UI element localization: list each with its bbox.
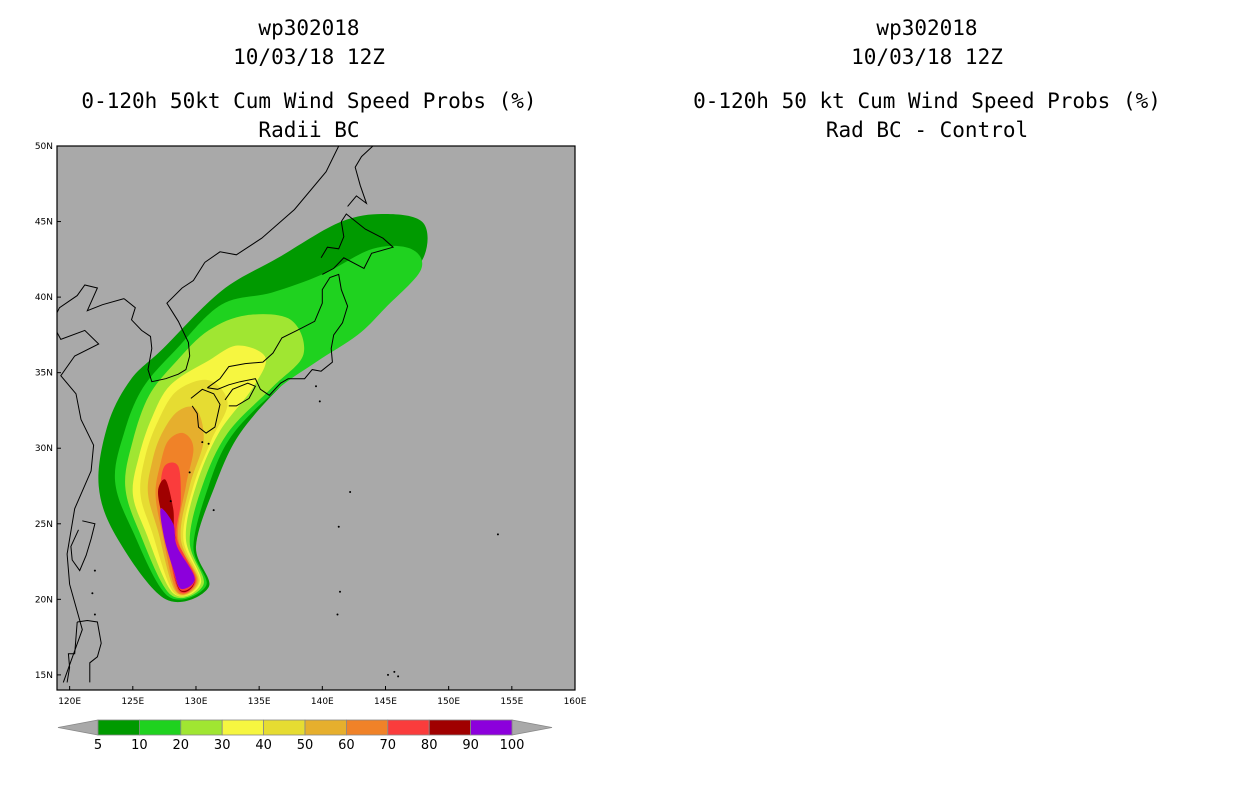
coastline-kyushu bbox=[190, 388, 221, 434]
island-dot bbox=[349, 491, 352, 494]
y-tick-label: 35N bbox=[35, 369, 53, 379]
y-tick-label: 30N bbox=[35, 444, 53, 454]
island-dot bbox=[93, 613, 96, 616]
colorbar-swatch bbox=[221, 719, 264, 736]
island-dot bbox=[93, 569, 96, 572]
coastline-luzon bbox=[77, 619, 102, 683]
colorbar-label: 100 bbox=[500, 738, 525, 753]
colorbar-swatch bbox=[304, 719, 347, 736]
island-dot bbox=[496, 533, 499, 536]
colorbar-label: 40 bbox=[255, 738, 272, 753]
x-tick-label: 160E bbox=[564, 697, 587, 707]
colorbar-label: 80 bbox=[421, 738, 438, 753]
contour-level-100 bbox=[160, 508, 195, 590]
coastline-korea bbox=[123, 262, 206, 383]
x-tick-label: 155E bbox=[500, 697, 523, 707]
colorbar-swatch bbox=[97, 719, 140, 736]
y-tick-label: 50N bbox=[35, 142, 53, 152]
island-dot bbox=[387, 673, 390, 676]
plot-frame bbox=[56, 145, 576, 691]
y-tick-label: 25N bbox=[35, 520, 53, 530]
x-tick-label: 140E bbox=[311, 697, 334, 707]
chart-subtitle: Rad BC - Control bbox=[825, 118, 1029, 142]
colorbar-label: 30 bbox=[214, 738, 231, 753]
island-dot bbox=[212, 509, 215, 512]
island-dot bbox=[169, 500, 172, 503]
x-tick-label: 150E bbox=[437, 697, 460, 707]
storm-id-title: wp302018 bbox=[258, 16, 360, 40]
colorbar-label: 90 bbox=[462, 738, 479, 753]
coastline-shikoku bbox=[224, 382, 257, 407]
colorbar-label: 5 bbox=[94, 738, 102, 753]
valid-time-title: 10/03/18 12Z bbox=[233, 45, 385, 69]
x-tick-label: 135E bbox=[248, 697, 271, 707]
island-dot bbox=[91, 592, 94, 595]
island-dot bbox=[336, 613, 339, 616]
right-panel: wp302018 10/03/18 12Z 0-120h 50 kt Cum W… bbox=[618, 0, 1236, 800]
colorbar-under-arrow bbox=[57, 719, 99, 736]
coastline-luzonW bbox=[66, 621, 78, 683]
y-tick-label: 40N bbox=[35, 293, 53, 303]
colorbar-over-arrow bbox=[511, 719, 553, 736]
island-dot bbox=[397, 675, 400, 678]
x-tick-label: 120E bbox=[58, 697, 81, 707]
coastline-hokkaido bbox=[320, 213, 395, 275]
colorbar-label: 60 bbox=[338, 738, 355, 753]
left-panel: wp302018 10/03/18 12Z 0-120h 50kt Cum Wi… bbox=[35, 16, 587, 753]
coastline-honshu bbox=[207, 273, 349, 396]
island-dot bbox=[315, 385, 317, 388]
colorbar-label: 10 bbox=[131, 738, 148, 753]
colorbar-swatch bbox=[387, 719, 430, 736]
storm-id-title: wp302018 bbox=[876, 16, 978, 40]
colorbar-label: 50 bbox=[297, 738, 314, 753]
chart-subtitle: Radii BC bbox=[258, 118, 360, 142]
island-dot bbox=[337, 525, 340, 528]
island-dot bbox=[201, 441, 204, 444]
island-dot bbox=[339, 590, 342, 593]
difference-map: 120E125E130E135E140E145E150E155E160E15N2… bbox=[618, 0, 1236, 800]
y-tick-label: 20N bbox=[35, 595, 53, 605]
island-dot bbox=[207, 442, 210, 445]
colorbar-swatch bbox=[138, 719, 182, 736]
y-tick-label: 45N bbox=[35, 218, 53, 228]
colorbar-swatch bbox=[263, 719, 306, 736]
y-tick-label: 15N bbox=[35, 671, 53, 681]
chart-title: 0-120h 50kt Cum Wind Speed Probs (%) bbox=[81, 89, 537, 113]
colorbar-swatch bbox=[428, 719, 472, 736]
x-tick-label: 145E bbox=[374, 697, 397, 707]
island-dot bbox=[318, 400, 321, 403]
chart-title: 0-120h 50 kt Cum Wind Speed Probs (%) bbox=[693, 89, 1161, 113]
coastline-taiwan bbox=[70, 520, 96, 572]
colorbar-label: 70 bbox=[380, 738, 397, 753]
coastline-russia bbox=[204, 146, 340, 263]
colorbar-swatch bbox=[180, 719, 223, 736]
colorbar-swatch bbox=[345, 719, 389, 736]
colorbar-swatch bbox=[470, 719, 513, 736]
probability-map: 120E 125E 130E 135E 140E 145E 150E 155E 160E 15N 2… bbox=[35, 142, 587, 753]
coastline-china bbox=[57, 284, 125, 683]
x-tick-label: 125E bbox=[121, 697, 144, 707]
island-dot bbox=[188, 471, 191, 474]
coastline-sakhalin bbox=[347, 146, 374, 207]
valid-time-title: 10/03/18 12Z bbox=[851, 45, 1003, 69]
colorbar-label: 20 bbox=[173, 738, 190, 753]
x-tick-label: 130E bbox=[185, 697, 208, 707]
island-dot bbox=[393, 670, 396, 673]
